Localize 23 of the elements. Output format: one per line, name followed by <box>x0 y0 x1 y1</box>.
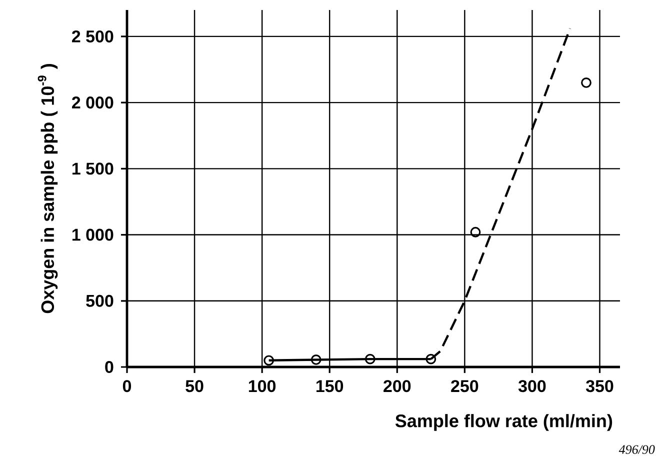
y-tick-label: 0 <box>105 361 114 374</box>
y-tick-label: 1 500 <box>72 162 114 175</box>
x-tick-label: 350 <box>586 380 614 392</box>
y-tick-label: 2 500 <box>72 30 114 42</box>
y-tick-label: 2 000 <box>72 96 114 109</box>
point <box>310 354 322 365</box>
y-tick-label: 500 <box>86 294 114 307</box>
x-axis-title: Sample flow rate (ml/min) <box>395 414 612 431</box>
x-tick-label: 250 <box>451 380 478 392</box>
point <box>426 354 436 364</box>
y-tick-label: 1 000 <box>72 228 114 241</box>
point <box>364 354 376 364</box>
point <box>264 355 274 366</box>
point <box>581 78 592 88</box>
y-axis-title: Oxygen in sample ppb ( 10$^{-9}$ ) <box>38 64 58 314</box>
x-tick-label: 150 <box>316 380 344 392</box>
x-tick-label: 0 <box>122 380 132 392</box>
x-tick-label: 100 <box>248 380 276 392</box>
point <box>470 226 481 238</box>
x-tick-label: 200 <box>384 380 411 392</box>
x-tick-label: 50 <box>186 380 204 392</box>
x-tick-label: 300 <box>518 380 546 392</box>
text: 496/90 <box>618 445 655 454</box>
